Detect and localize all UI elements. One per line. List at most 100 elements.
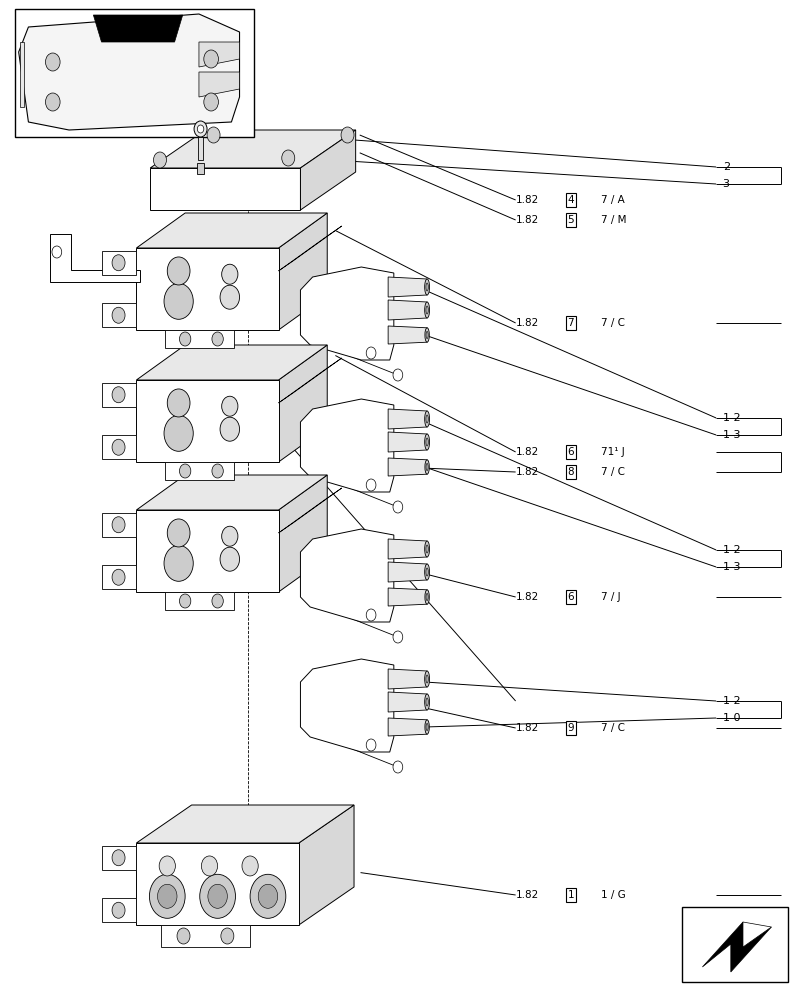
Circle shape bbox=[197, 125, 204, 133]
Text: 1 2: 1 2 bbox=[722, 696, 740, 706]
Circle shape bbox=[200, 874, 235, 918]
Circle shape bbox=[112, 439, 125, 455]
Text: 5: 5 bbox=[567, 215, 573, 225]
Text: 1 3: 1 3 bbox=[722, 562, 740, 572]
Polygon shape bbox=[388, 692, 427, 712]
Polygon shape bbox=[300, 130, 355, 210]
Polygon shape bbox=[102, 435, 136, 459]
Polygon shape bbox=[278, 358, 341, 403]
Circle shape bbox=[393, 761, 402, 773]
Circle shape bbox=[149, 874, 185, 918]
Polygon shape bbox=[165, 592, 234, 610]
Circle shape bbox=[258, 884, 277, 908]
Polygon shape bbox=[102, 513, 136, 537]
Circle shape bbox=[112, 517, 125, 533]
Polygon shape bbox=[102, 565, 136, 589]
Circle shape bbox=[194, 121, 207, 137]
Polygon shape bbox=[278, 226, 341, 271]
Text: 7 / M: 7 / M bbox=[600, 215, 625, 225]
Text: 7 / A: 7 / A bbox=[600, 195, 624, 205]
Polygon shape bbox=[50, 234, 139, 282]
Polygon shape bbox=[102, 251, 136, 275]
Polygon shape bbox=[150, 130, 355, 168]
Polygon shape bbox=[197, 163, 204, 174]
Ellipse shape bbox=[424, 694, 429, 710]
Polygon shape bbox=[136, 380, 278, 462]
Text: 1 2: 1 2 bbox=[722, 413, 740, 423]
Text: 1.82: 1.82 bbox=[515, 215, 539, 225]
Polygon shape bbox=[742, 922, 770, 947]
Polygon shape bbox=[136, 805, 354, 843]
Text: 1 / G: 1 / G bbox=[600, 890, 624, 900]
Polygon shape bbox=[102, 898, 136, 922]
Circle shape bbox=[179, 464, 191, 478]
Circle shape bbox=[112, 850, 125, 866]
Circle shape bbox=[212, 464, 223, 478]
Ellipse shape bbox=[425, 306, 428, 314]
Circle shape bbox=[366, 479, 375, 491]
Polygon shape bbox=[300, 399, 393, 492]
Polygon shape bbox=[388, 588, 427, 606]
Circle shape bbox=[220, 285, 239, 309]
Circle shape bbox=[179, 332, 191, 346]
Polygon shape bbox=[388, 300, 427, 320]
Polygon shape bbox=[136, 475, 327, 510]
Circle shape bbox=[112, 569, 125, 585]
Text: 1.82: 1.82 bbox=[515, 467, 539, 477]
Polygon shape bbox=[102, 303, 136, 327]
Polygon shape bbox=[198, 137, 203, 160]
Circle shape bbox=[341, 127, 354, 143]
Circle shape bbox=[221, 928, 234, 944]
Circle shape bbox=[366, 347, 375, 359]
Ellipse shape bbox=[424, 564, 429, 580]
Ellipse shape bbox=[425, 568, 428, 576]
Polygon shape bbox=[136, 843, 298, 925]
Text: 1.82: 1.82 bbox=[515, 890, 539, 900]
Polygon shape bbox=[136, 213, 327, 248]
Circle shape bbox=[204, 93, 218, 111]
Text: 1.82: 1.82 bbox=[515, 318, 539, 328]
Circle shape bbox=[281, 150, 294, 166]
Polygon shape bbox=[388, 562, 427, 582]
Text: 2: 2 bbox=[722, 162, 729, 172]
Circle shape bbox=[159, 856, 175, 876]
Text: 1.82: 1.82 bbox=[515, 723, 539, 733]
Bar bbox=[15, 9, 254, 137]
Polygon shape bbox=[20, 42, 24, 107]
Polygon shape bbox=[278, 475, 327, 592]
Circle shape bbox=[112, 902, 125, 918]
Polygon shape bbox=[300, 529, 393, 622]
Ellipse shape bbox=[424, 671, 429, 687]
Circle shape bbox=[45, 53, 60, 71]
Text: 1 0: 1 0 bbox=[722, 713, 740, 723]
Circle shape bbox=[393, 631, 402, 643]
Circle shape bbox=[153, 152, 166, 168]
Ellipse shape bbox=[424, 590, 429, 604]
Polygon shape bbox=[298, 805, 354, 925]
Text: 1: 1 bbox=[567, 890, 573, 900]
Polygon shape bbox=[93, 15, 182, 42]
Polygon shape bbox=[278, 488, 341, 533]
Ellipse shape bbox=[424, 411, 429, 427]
Circle shape bbox=[212, 332, 223, 346]
Ellipse shape bbox=[425, 698, 428, 706]
Polygon shape bbox=[165, 330, 234, 348]
Polygon shape bbox=[199, 72, 239, 97]
Circle shape bbox=[112, 307, 125, 323]
Circle shape bbox=[167, 389, 190, 417]
Circle shape bbox=[112, 387, 125, 403]
Circle shape bbox=[167, 519, 190, 547]
Ellipse shape bbox=[425, 675, 428, 683]
Circle shape bbox=[45, 93, 60, 111]
Circle shape bbox=[220, 417, 239, 441]
Polygon shape bbox=[388, 458, 427, 476]
Ellipse shape bbox=[426, 593, 427, 601]
Polygon shape bbox=[388, 669, 427, 689]
Polygon shape bbox=[136, 510, 278, 592]
Text: 6: 6 bbox=[567, 592, 573, 602]
Polygon shape bbox=[388, 409, 427, 429]
Polygon shape bbox=[199, 42, 239, 67]
Ellipse shape bbox=[425, 545, 428, 553]
Ellipse shape bbox=[425, 415, 428, 423]
Circle shape bbox=[164, 545, 193, 581]
